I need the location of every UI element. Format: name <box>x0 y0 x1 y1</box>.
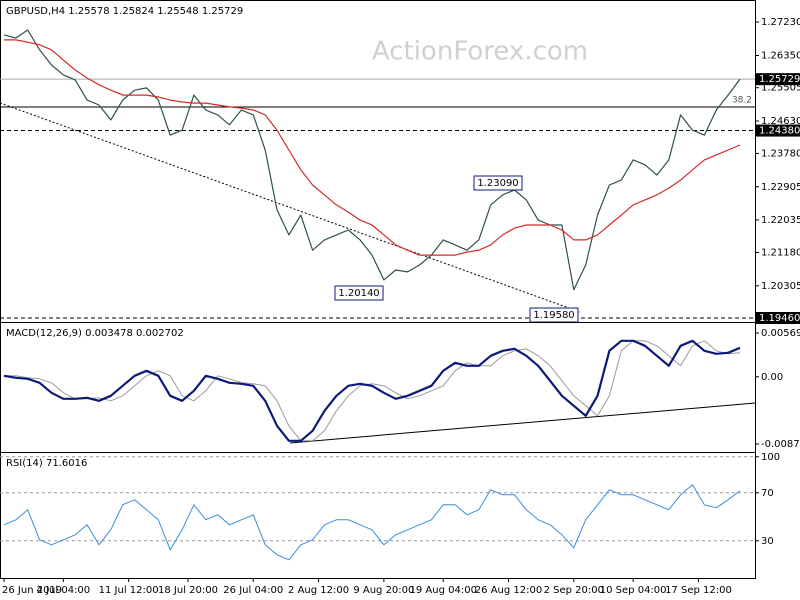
level-label-box <box>756 124 800 137</box>
level-label: 1.24380 <box>759 126 800 137</box>
x-tick-label: 2 Aug 12:00 <box>288 585 349 596</box>
annotation: 1.20140 <box>338 288 379 299</box>
series-line <box>4 39 741 256</box>
annotation-box <box>334 285 384 301</box>
y-tick-label: 1.25505 <box>761 83 800 94</box>
annotation-box <box>473 175 523 191</box>
y-tick-label: 70 <box>761 488 774 499</box>
y-tick-label: 1.21180 <box>761 247 800 258</box>
x-tick-label: 26 Jul 04:00 <box>223 585 283 596</box>
x-tick-label: 17 Sep 12:00 <box>665 585 732 596</box>
x-tick-label: 26 Aug 12:00 <box>475 585 542 596</box>
panel-frame <box>0 452 756 579</box>
y-tick-label: 1.20305 <box>761 281 800 292</box>
y-tick-label: 1.26350 <box>761 51 800 62</box>
watermark: ActionForex.com <box>372 37 588 67</box>
y-tick-label: 1.22035 <box>761 215 800 226</box>
series-line <box>4 340 741 442</box>
level-label: 1.19460 <box>759 313 800 324</box>
panel-title: GBPUSD,H4 1.25578 1.25824 1.25548 1.2572… <box>6 6 243 17</box>
y-tick-label: 1.24630 <box>761 116 800 127</box>
x-tick-label: 18 Jul 20:00 <box>158 585 218 596</box>
annotation: 1.23090 <box>477 178 518 189</box>
level-label-box <box>756 73 800 86</box>
y-tick-label: 100 <box>761 452 780 463</box>
x-tick-label: 19 Aug 04:00 <box>410 585 477 596</box>
level-name: 38.2 <box>732 95 752 105</box>
level-label: 1.25729 <box>759 74 800 85</box>
y-tick-label: 30 <box>761 536 774 547</box>
macd-trendline <box>289 402 756 444</box>
x-tick-label: 10 Sep 04:00 <box>600 585 667 596</box>
y-tick-label: 1.23780 <box>761 148 800 159</box>
y-tick-label: 1.22905 <box>761 182 800 193</box>
y-tick-label: 0.005694 <box>761 328 800 339</box>
price-trendline <box>0 102 581 313</box>
x-tick-label: 4 Jul 04:00 <box>37 585 91 596</box>
series-line <box>3 484 741 561</box>
panel-title: MACD(12,26,9) 0.003478 0.002702 <box>6 328 184 339</box>
panel-title: RSI(14) 71.6016 <box>6 458 87 469</box>
x-tick-label: 26 Jun 2019 <box>2 585 62 596</box>
x-tick-label: 11 Jul 12:00 <box>99 585 159 596</box>
y-tick-label: 1.27230 <box>761 17 800 28</box>
level-label-box <box>756 311 800 324</box>
y-tick-label: 0.00 <box>761 372 783 383</box>
series-line <box>3 339 741 442</box>
annotation: 1.19580 <box>533 310 574 321</box>
x-tick-label: 2 Sep 20:00 <box>544 585 604 596</box>
series-line <box>3 29 741 291</box>
x-tick-label: 9 Aug 20:00 <box>353 585 414 596</box>
y-tick-label: -0.008737 <box>761 439 800 450</box>
